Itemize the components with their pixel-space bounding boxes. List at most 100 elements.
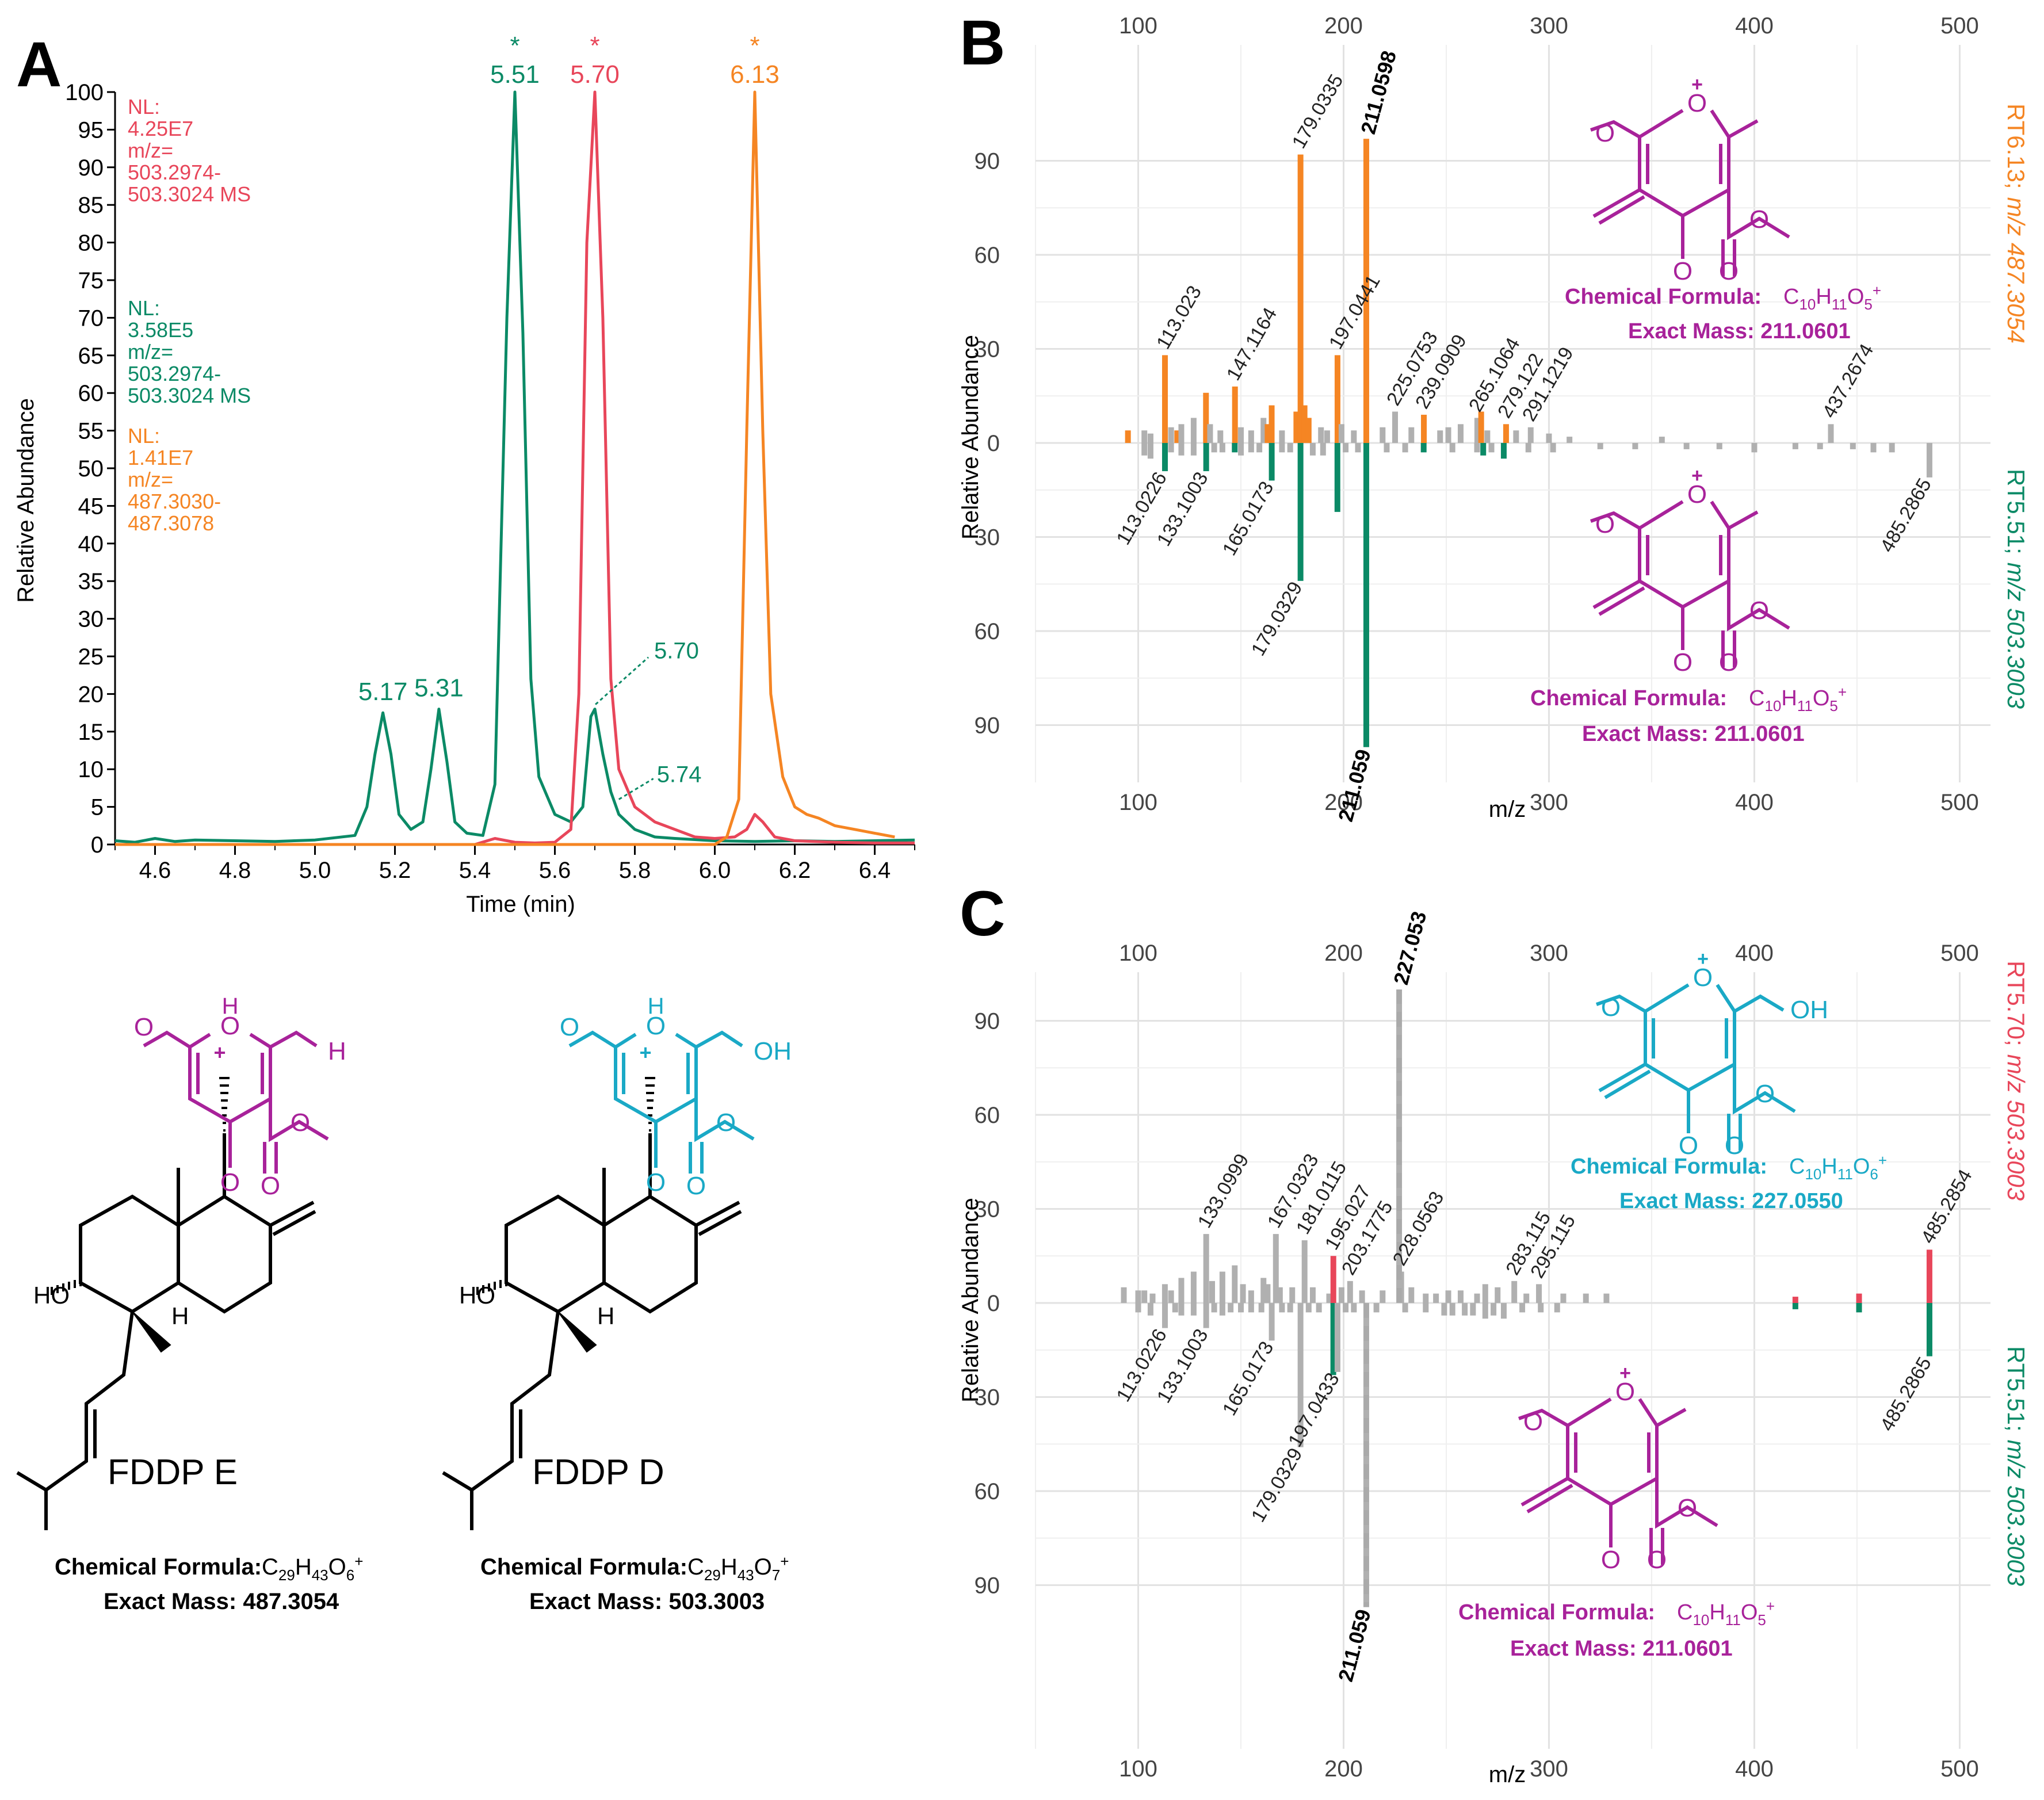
spectrum-peak-bottom: [1792, 443, 1798, 449]
spectrum-peak-top: [1338, 1287, 1344, 1303]
spectrum-peak-bottom: [1597, 443, 1603, 449]
spectrum-peak-top: [1162, 355, 1168, 443]
spectrum-peak-bottom: [1482, 1303, 1488, 1319]
spectrum-peak-bottom: [1228, 1303, 1234, 1313]
svg-text:O: O: [1601, 1546, 1621, 1574]
panel-c-xlabel: m/z: [1489, 1762, 1526, 1787]
core-substituents: [602, 1133, 742, 1236]
svg-text:O: O: [1523, 1408, 1543, 1436]
spectrum-peak-bottom: [1751, 443, 1758, 453]
spectrum-peak-top: [1178, 424, 1185, 443]
spectrum-peak-bottom: [1870, 443, 1877, 453]
panel-a-peak-label: 5.31: [414, 674, 464, 702]
svg-text:O: O: [1719, 648, 1739, 677]
y-tick-label: 0: [987, 1291, 1000, 1316]
spectrum-peak-top: [1149, 1293, 1156, 1303]
spectrum-peak-bottom: [1190, 443, 1197, 456]
panel-a-ytick-label: 100: [65, 80, 104, 105]
svg-text:O: O: [1615, 1378, 1635, 1406]
spectrum-peak-bottom: [1470, 1303, 1476, 1316]
svg-text:Chemical Formula:: Chemical Formula:: [1458, 1600, 1655, 1625]
spectrum-peak-bottom: [1480, 443, 1487, 456]
panel-a-xtick-label: 4.8: [219, 858, 251, 883]
y-tick-label: 90: [975, 713, 1000, 739]
spectrum-peak-top: [1380, 1290, 1386, 1303]
x-tick-label-top: 300: [1530, 941, 1568, 966]
spectrum-peak-bottom: [1519, 1303, 1526, 1313]
svg-text:O: O: [1687, 89, 1707, 117]
spectrum-peak-bottom: [1219, 443, 1225, 453]
compound-exact-mass: Exact Mass: 487.3054: [104, 1589, 339, 1614]
panel-a-nl-text: 1.41E7: [128, 446, 193, 469]
panel-a-peak-star: *: [750, 32, 759, 60]
spectrum-peak-bottom: [1926, 1303, 1932, 1356]
svg-text:O: O: [1673, 648, 1692, 677]
decalin-core: [505, 1194, 698, 1314]
svg-text:+: +: [1691, 74, 1703, 95]
spectrum-peak-top: [1474, 1293, 1480, 1303]
ester-o: O: [716, 1109, 736, 1137]
spectrum-peak-top: [1269, 405, 1275, 443]
spectrum-peak-bottom: [1343, 1303, 1349, 1313]
spectrum-peak-top: [1523, 1293, 1530, 1303]
x-tick-label-bottom: 300: [1530, 790, 1568, 815]
y-tick-label: 30: [975, 1197, 1000, 1222]
ho-label: HO: [459, 1282, 495, 1309]
y-tick-label: 30: [975, 1385, 1000, 1411]
svg-text:+: +: [1697, 948, 1709, 970]
spectrum-peak-top: [1457, 1290, 1464, 1303]
fragment-formula-c-top: Chemical Formula: C10​H11​O6​+ Exact Mas…: [1571, 1152, 1887, 1213]
spectrum-peak-bottom: [1538, 1303, 1544, 1313]
panel-a-ytick-label: 45: [78, 494, 104, 519]
ring-oxonium-h: H: [648, 993, 664, 1019]
spectrum-peak-bottom: [1168, 443, 1174, 453]
panel-a-ytick-label: 55: [78, 419, 104, 444]
spectrum-peak-top: [1248, 430, 1254, 443]
spectrum-peak-bottom: [1147, 443, 1153, 459]
x-tick-label-bottom: 300: [1530, 1756, 1568, 1782]
spectrum-peak-bottom: [1850, 443, 1856, 449]
panel-a-trace-green: [114, 90, 915, 844]
spectrum-peak-top: [1260, 418, 1267, 443]
svg-text:O: O: [1749, 597, 1769, 625]
panel-a-xtick-label: 5.2: [379, 858, 411, 883]
spectrum-peak-bottom: [1423, 1303, 1429, 1313]
spectrum-peak-top: [1792, 1297, 1798, 1303]
panel-a-nl-text: 503.2974-: [128, 160, 221, 184]
ketone-o: O: [220, 1168, 240, 1197]
spectrum-peak-bottom: [1279, 443, 1285, 453]
spectrum-peak-top: [1527, 427, 1534, 443]
panel-c-ylabel: Relative Abundance: [958, 1198, 983, 1402]
spectrum-peak-bottom: [1135, 1303, 1141, 1313]
svg-text:Chemical Formula:: Chemical Formula:: [1530, 686, 1727, 710]
spectrum-peak-bottom: [1211, 1303, 1217, 1313]
svg-text:OH: OH: [1790, 996, 1828, 1024]
x-tick-label-top: 500: [1940, 941, 1979, 966]
spectrum-peak-top: [1141, 1290, 1148, 1303]
spectrum-peak-top: [1301, 405, 1308, 443]
spectrum-peak-bottom: [1172, 1303, 1178, 1313]
spectrum-peak-top: [1207, 424, 1213, 443]
panel-a-peak-label: 5.70: [570, 60, 620, 89]
ho-label: HO: [33, 1282, 70, 1309]
y-tick-label: 30: [975, 525, 1000, 551]
panel-a-xlabel: Time (min): [466, 892, 575, 917]
spectrum-peak-bottom: [1462, 1303, 1468, 1316]
fragment-structure-c-bottom: O + O O O O: [1519, 1362, 1717, 1574]
peak-label-bottom: 197.0433: [1284, 1369, 1344, 1451]
panel-b-bottom-rt-label: RT5.51;m/z 503.3003: [2003, 469, 2030, 709]
spectrum-peak-bottom: [1491, 1303, 1497, 1316]
panel-a-nl-text: 487.3078: [128, 511, 214, 535]
wedge-methyl: [132, 1311, 171, 1353]
panel-a-peak-label: 5.51: [490, 60, 540, 89]
peak-label-bottom: 485.2865: [1876, 1354, 1936, 1435]
spectrum-peak-top: [1474, 418, 1480, 443]
ring-oxonium-h: H: [222, 993, 239, 1019]
panel-a-ytick-label: 90: [78, 155, 104, 181]
spectrum-peak-bottom: [1203, 1303, 1209, 1328]
panel-a-trace-orange: [115, 90, 895, 846]
svg-text:O: O: [1725, 1132, 1744, 1160]
panel-a-ytick-label: 85: [78, 193, 104, 218]
ring-substituent-label: OH: [754, 1037, 792, 1065]
